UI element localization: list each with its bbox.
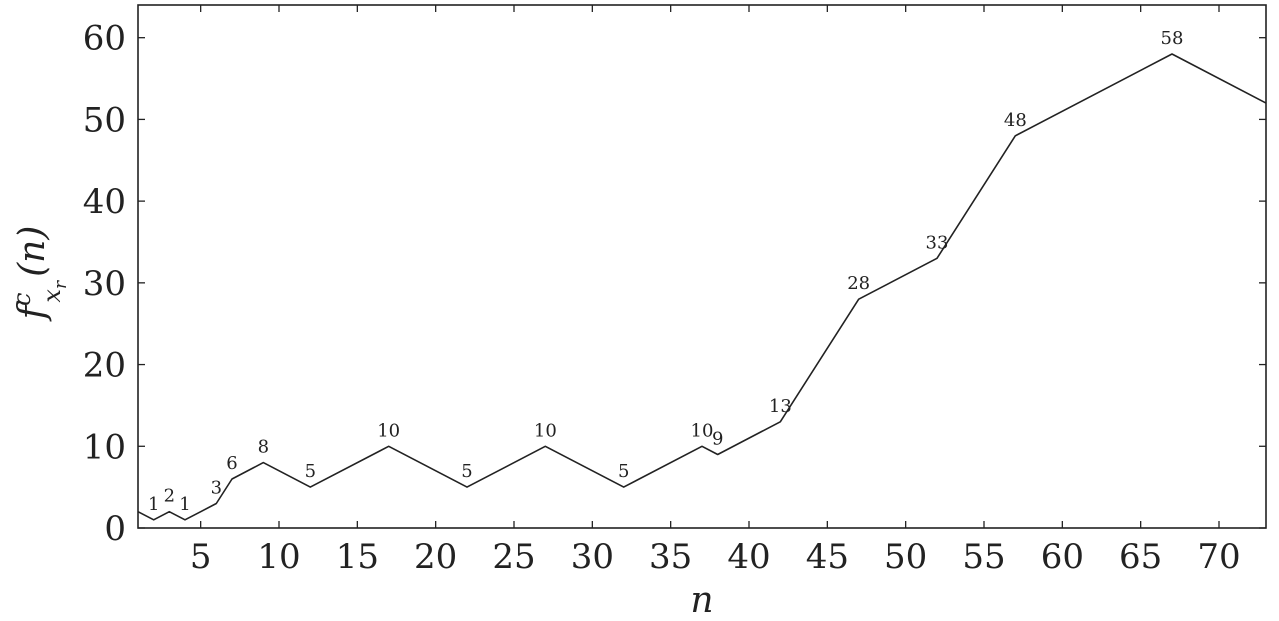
series-line: [137, 53, 1267, 521]
y-tick-label: 40: [83, 182, 126, 222]
y-axis-title-sub: x: [38, 289, 66, 303]
svg-text:fcxr(n): fcxr(n): [8, 226, 71, 323]
y-tick-label: 10: [83, 427, 126, 467]
data-label: 10: [534, 420, 557, 441]
x-tick-label: 45: [806, 537, 849, 577]
plot-area: 5 10 15 20 25 30 35 40 45 50 55 60 65 700102030405060…: [83, 5, 1267, 577]
y-tick-label: 20: [83, 346, 126, 386]
x-tick-label: 20: [414, 537, 457, 577]
data-label: 1: [148, 494, 159, 515]
data-label: 10: [377, 420, 400, 441]
data-label: 5: [305, 461, 316, 482]
data-label: 5: [461, 461, 472, 482]
x-tick-label: 70: [1197, 537, 1240, 577]
data-label: 48: [1004, 110, 1027, 131]
data-label: 1: [179, 494, 190, 515]
data-label: 13: [769, 396, 792, 417]
data-label: 3: [211, 477, 222, 498]
data-label: 58: [1161, 28, 1184, 49]
x-tick-label: 50: [884, 537, 927, 577]
data-label: 28: [847, 273, 870, 294]
data-label: 6: [226, 453, 237, 474]
y-axis-title-arg: (n): [12, 226, 53, 277]
x-tick-label: 40: [727, 537, 770, 577]
data-label: 5: [618, 461, 629, 482]
y-tick-label: 60: [83, 19, 126, 59]
x-axis-title: n: [690, 580, 713, 621]
data-label: 33: [926, 232, 949, 253]
x-tick-label: 60: [1041, 537, 1084, 577]
x-tick-label: 25: [492, 537, 535, 577]
y-tick-label: 0: [104, 509, 126, 549]
x-tick-label: 35: [649, 537, 692, 577]
y-tick-label: 30: [83, 264, 126, 304]
x-tick-label: 5: [190, 537, 212, 577]
x-tick-label: 30: [571, 537, 614, 577]
data-label: 2: [164, 486, 175, 507]
x-tick-label: 65: [1119, 537, 1162, 577]
data-label: 8: [258, 437, 269, 458]
y-axis-title-sup: c: [8, 293, 36, 306]
x-tick-label: 15: [336, 537, 379, 577]
y-axis-title: fcxr(n): [8, 226, 71, 323]
y-axis-title-subsub: r: [51, 280, 71, 289]
x-tick-label: 10: [257, 537, 300, 577]
y-tick-label: 50: [83, 100, 126, 140]
data-label: 10: [691, 420, 714, 441]
data-label: 9: [712, 428, 723, 449]
plot-frame: [137, 4, 1267, 529]
x-tick-label: 55: [962, 537, 1005, 577]
